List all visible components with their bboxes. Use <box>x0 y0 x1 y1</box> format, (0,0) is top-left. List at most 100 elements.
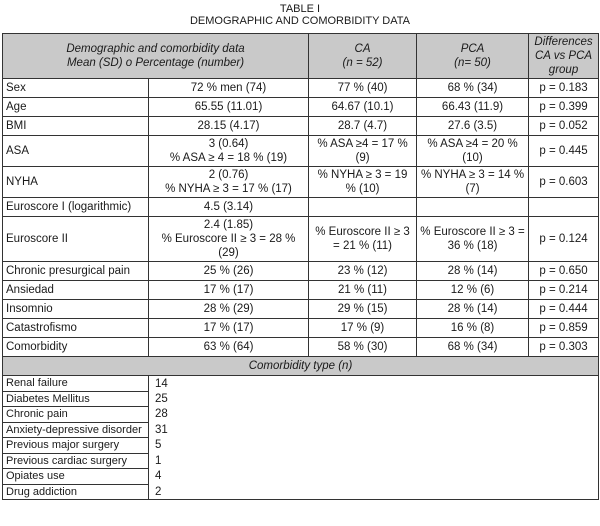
row-label: BMI <box>2 116 149 136</box>
comorbidity-count: 4 <box>147 468 600 484</box>
row-label: Catastrofismo <box>2 318 149 338</box>
header-text: CA vs PCA <box>534 50 593 62</box>
overall-value: 4.5 (3.14) <box>147 197 310 217</box>
comorbidity-type-heading: Comorbidity type (n) <box>1 356 600 376</box>
header-text: (n = 52) <box>342 57 383 69</box>
pca-value <box>416 197 530 217</box>
comorbidity-count: 14 <box>147 375 600 391</box>
row-label: Euroscore II <box>2 216 149 262</box>
p-value: p = 0.603 <box>528 166 600 198</box>
table-row: Catastrofismo 17 % (17) 17 % (9) 16 % (8) p … <box>2 318 600 338</box>
ca-value: % ASA ≥4 = 17 % (9) <box>308 135 418 167</box>
pca-value: 28 % (14) <box>416 261 530 281</box>
table-row: Euroscore II 2.4 (1.85) % Euroscore II ≥ … <box>2 216 600 262</box>
table-row: BMI 28.15 (4.17) 28.7 (4.7) 27.6 (3.5) p = 0… <box>2 116 600 136</box>
ca-value: % Euroscore II ≥ 3 = 21 % (11) <box>308 216 418 262</box>
header-text: Demographic and comorbidity data <box>66 43 245 55</box>
comorbidity-label: Anxiety-depressive disorder <box>2 421 149 438</box>
table-row: Age 65.55 (11.01) 64.67 (10.1) 66.43 (11.9)… <box>2 97 600 117</box>
p-value: p = 0.303 <box>528 337 600 357</box>
comorbidity-label: Opiates use <box>2 468 149 485</box>
overall-value: 28 % (29) <box>147 299 310 319</box>
row-label: Insomnio <box>2 299 149 319</box>
pca-value: 12 % (6) <box>416 280 530 300</box>
comorbidity-count: 1 <box>147 453 600 469</box>
comorbidity-type-heading-row: Comorbidity type (n) <box>1 356 600 376</box>
ca-value: 64.67 (10.1) <box>308 97 418 117</box>
comorbidity-count: 2 <box>147 484 600 500</box>
header-ca: CA (n = 52) <box>308 33 418 79</box>
header-text: CA <box>354 43 371 55</box>
comorbidity-type-row: Opiates use 4 <box>2 468 600 485</box>
table-row: Sex 72 % men (74) 77 % (40) 68 % (34) p = 0.… <box>2 78 600 98</box>
table-number: TABLE I <box>279 3 321 15</box>
header-text: group <box>548 64 579 76</box>
p-value: p = 0.650 <box>528 261 600 281</box>
comorbidity-count: 25 <box>147 391 600 407</box>
comorbidity-type-row: Previous cardiac surgery 1 <box>2 452 600 469</box>
pca-value: % ASA ≥4 = 20 % (10) <box>416 135 530 167</box>
overall-value: 65.55 (11.01) <box>147 97 310 117</box>
table-row: Comorbidity 63 % (64) 58 % (30) 68 % (34) p … <box>2 337 600 357</box>
pca-value: 68 % (34) <box>416 337 530 357</box>
comorbidity-label: Diabetes Mellitus <box>2 390 149 407</box>
p-value: p = 0.445 <box>528 135 600 167</box>
pca-value: % Euroscore II ≥ 3 = 36 % (18) <box>416 216 530 262</box>
overall-value: 3 (0.64) % ASA ≥ 4 = 18 % (19) <box>147 135 310 167</box>
table-row: Euroscore I (logarithmic) 4.5 (3.14) <box>2 197 600 217</box>
overall-value: 17 % (17) <box>147 280 310 300</box>
header-demographic: Demographic and comorbidity data Mean (S… <box>1 33 310 79</box>
table-row: Ansiedad 17 % (17) 21 % (11) 12 % (6) p = 0.… <box>2 280 600 300</box>
comorbidity-count: 5 <box>147 437 600 453</box>
header-text: (n= 50) <box>454 57 491 69</box>
overall-value: 2 (0.76) % NYHA ≥ 3 = 17 % (17) <box>147 166 310 198</box>
p-value: p = 0.183 <box>528 78 600 98</box>
ca-value: 29 % (15) <box>308 299 418 319</box>
header-text: Mean (SD) o Percentage (number) <box>66 57 245 69</box>
comorbidity-type-row: Drug addiction 2 <box>2 483 600 500</box>
row-label: ASA <box>2 135 149 167</box>
p-value: p = 0.444 <box>528 299 600 319</box>
header-pca: PCA (n= 50) <box>416 33 530 79</box>
ca-value: 21 % (11) <box>308 280 418 300</box>
p-value: p = 0.859 <box>528 318 600 338</box>
comorbidity-count: 28 <box>147 406 600 422</box>
table-caption: DEMOGRAPHIC AND COMORBIDITY DATA <box>189 15 411 27</box>
p-value: p = 0.399 <box>528 97 600 117</box>
comorbidity-type-row: Chronic pain 28 <box>2 406 600 423</box>
overall-value: 28.15 (4.17) <box>147 116 310 136</box>
pca-value: 68 % (34) <box>416 78 530 98</box>
comorbidity-type-row: Diabetes Mellitus 25 <box>2 390 600 407</box>
ca-value: 77 % (40) <box>308 78 418 98</box>
overall-value: 2.4 (1.85) % Euroscore II ≥ 3 = 28 % (29… <box>147 216 310 262</box>
row-label: Ansiedad <box>2 280 149 300</box>
table-row: ASA 3 (0.64) % ASA ≥ 4 = 18 % (19)% ASA ≥… <box>2 135 600 167</box>
p-value: p = 0.052 <box>528 116 600 136</box>
overall-value: 25 % (26) <box>147 261 310 281</box>
p-value <box>528 197 600 217</box>
pca-value: 66.43 (11.9) <box>416 97 530 117</box>
ca-value: 28.7 (4.7) <box>308 116 418 136</box>
ca-value: % NYHA ≥ 3 = 19 % (10) <box>308 166 418 198</box>
overall-value: 72 % men (74) <box>147 78 310 98</box>
demographic-table: Demographic and comorbidity data Mean (S… <box>1 33 600 500</box>
comorbidity-label: Previous major surgery <box>2 437 149 454</box>
pca-value: % NYHA ≥ 3 = 14 % (7) <box>416 166 530 198</box>
pca-value: 27.6 (3.5) <box>416 116 530 136</box>
pca-value: 16 % (8) <box>416 318 530 338</box>
header-text: Differences <box>534 36 593 48</box>
overall-value: 17 % (17) <box>147 318 310 338</box>
header-differences: Differences CA vs PCA group <box>528 33 600 79</box>
table-title: TABLE I DEMOGRAPHIC AND COMORBIDITY DATA <box>0 0 600 27</box>
ca-value: 17 % (9) <box>308 318 418 338</box>
comorbidity-type-row: Previous major surgery 5 <box>2 437 600 454</box>
comorbidity-label: Renal failure <box>2 375 149 392</box>
comorbidity-label: Chronic pain <box>2 406 149 423</box>
comorbidity-type-row: Renal failure 14 <box>2 375 600 392</box>
row-label: Age <box>2 97 149 117</box>
p-value: p = 0.214 <box>528 280 600 300</box>
p-value: p = 0.124 <box>528 216 600 262</box>
comorbidity-count: 31 <box>147 422 600 438</box>
ca-value: 58 % (30) <box>308 337 418 357</box>
table-row: Insomnio 28 % (29) 29 % (15) 28 % (14) p = 0… <box>2 299 600 319</box>
